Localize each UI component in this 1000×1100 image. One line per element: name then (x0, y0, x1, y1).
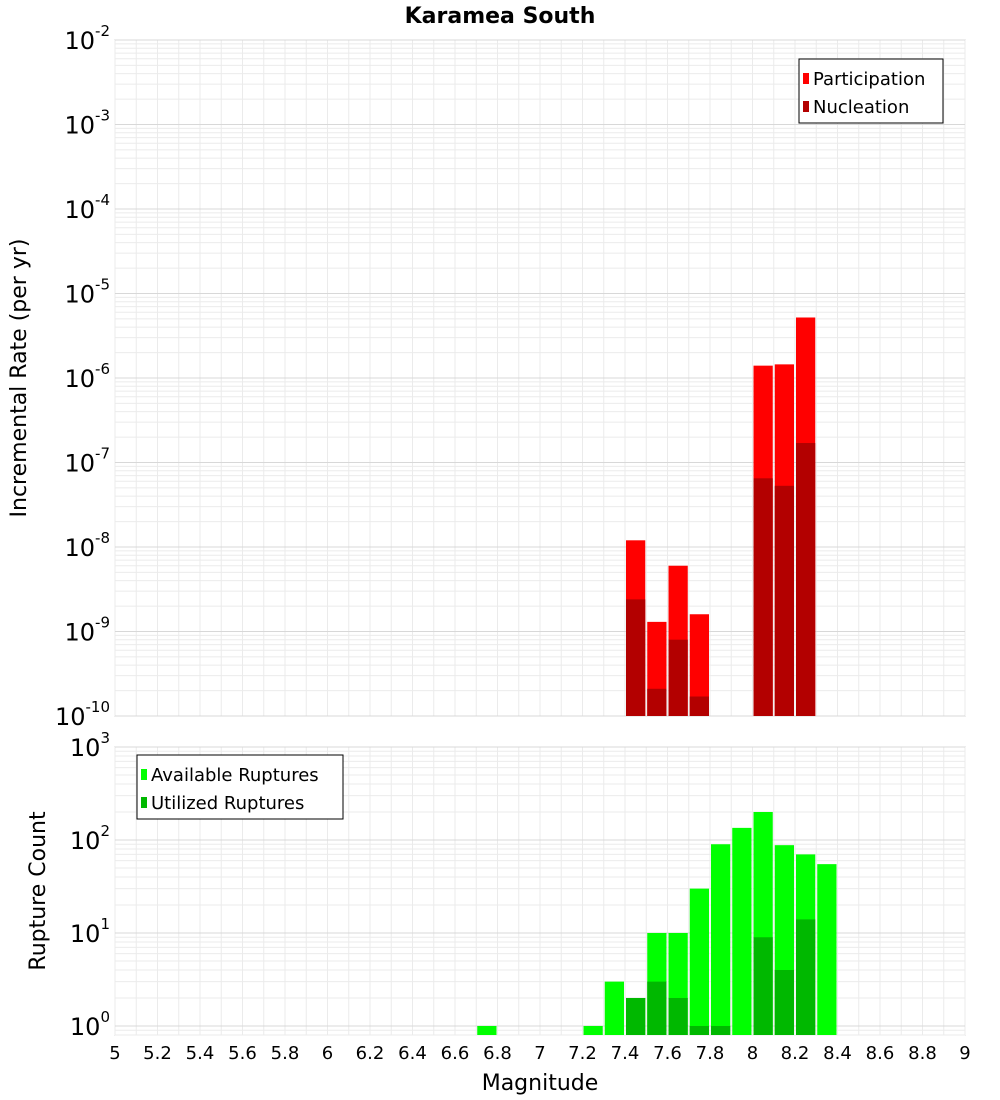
x-tick-label: 8.2 (781, 1043, 810, 1064)
x-ticks: 5 5.2 5.4 5.6 5.8 6 6.2 6.4 6.6 6.8 7 7.2 7.4 7.6 7.8 8… (109, 1043, 970, 1064)
x-tick-label: 7.2 (568, 1043, 597, 1064)
x-tick-label: 7 (534, 1043, 545, 1064)
bar-utilized-ruptures (689, 1025, 709, 1035)
y-tick-label: 100 (70, 1008, 110, 1041)
bar-available-ruptures (689, 888, 709, 1035)
bar-nucleation (774, 485, 794, 716)
legend-box (136, 754, 344, 820)
rate-y-ticks: 10-10 10-9 10-8 10-7 10-6 10-5 10-4 10-3 10-2 (55, 22, 110, 731)
x-tick-label: 6.4 (398, 1043, 427, 1064)
bar-available-ruptures (711, 844, 731, 1035)
bar-available-ruptures (817, 864, 837, 1035)
x-tick-label: 5.2 (143, 1043, 172, 1064)
bar-utilized-ruptures (796, 919, 816, 1035)
legend-box (798, 58, 944, 124)
bar-nucleation (647, 688, 667, 716)
bar-available-ruptures (732, 827, 752, 1035)
chart-title: Karamea South (405, 4, 596, 29)
x-tick-label: 6.8 (483, 1043, 512, 1064)
y-tick-label: 10-10 (55, 698, 110, 731)
bar-available-ruptures (583, 1025, 603, 1035)
count-y-axis-label: Rupture Count (26, 811, 51, 971)
legend-label: Available Ruptures (151, 765, 319, 786)
bar-utilized-ruptures (668, 997, 688, 1035)
bar-available-ruptures (604, 981, 624, 1035)
legend-swatch (141, 797, 147, 808)
x-tick-label: 6.2 (356, 1043, 385, 1064)
bar-available-ruptures (477, 1025, 497, 1035)
legend-swatch (141, 769, 147, 780)
rate-y-axis-label: Incremental Rate (per yr) (7, 239, 32, 518)
y-tick-label: 10-5 (64, 276, 110, 309)
legend-label: Nucleation (813, 97, 909, 118)
x-tick-label: 9 (959, 1043, 970, 1064)
y-tick-label: 10-4 (64, 191, 110, 224)
y-tick-label: 101 (70, 915, 110, 948)
bar-participation (689, 614, 709, 716)
bar-utilized-ruptures (753, 937, 773, 1035)
y-tick-label: 10-3 (64, 107, 110, 140)
y-tick-label: 10-8 (64, 529, 110, 562)
y-tick-label: 103 (70, 729, 110, 762)
x-tick-label: 6 (322, 1043, 333, 1064)
y-tick-label: 10-6 (64, 360, 110, 393)
x-tick-label: 6.6 (441, 1043, 470, 1064)
rate-bars (626, 317, 816, 716)
bar-nucleation (668, 639, 688, 716)
bar-nucleation (753, 478, 773, 716)
x-axis-label: Magnitude (482, 1071, 599, 1096)
count-plot: 100 101 102 103 Rupture Count Available Rup… (26, 729, 966, 1041)
bar-utilized-ruptures (774, 969, 794, 1035)
x-tick-label: 8 (747, 1043, 758, 1064)
rate-plot: 10-10 10-9 10-8 10-7 10-6 10-5 10-4 10-3 10-2 In… (7, 22, 966, 731)
y-tick-label: 102 (70, 822, 110, 855)
bar-utilized-ruptures (711, 1025, 731, 1035)
y-tick-label: 10-9 (64, 614, 110, 647)
y-tick-label: 10-7 (64, 445, 110, 478)
x-tick-label: 8.4 (823, 1043, 852, 1064)
x-tick-label: 7.8 (696, 1043, 725, 1064)
legend-label: Participation (813, 69, 925, 90)
x-tick-label: 5.6 (228, 1043, 257, 1064)
legend-swatch (803, 73, 809, 84)
bar-utilized-ruptures (626, 997, 646, 1035)
x-tick-label: 5.4 (186, 1043, 215, 1064)
x-tick-label: 8.6 (866, 1043, 895, 1064)
bar-utilized-ruptures (647, 981, 667, 1035)
legend-swatch (803, 101, 809, 112)
x-tick-label: 7.6 (653, 1043, 682, 1064)
legend-label: Utilized Ruptures (151, 793, 304, 814)
rate-legend: Participation Nucleation (798, 58, 944, 124)
bar-nucleation (689, 696, 709, 716)
x-tick-label: 7.4 (611, 1043, 640, 1064)
x-tick-label: 5 (109, 1043, 120, 1064)
count-legend: Available Ruptures Utilized Ruptures (136, 754, 344, 820)
x-tick-label: 5.8 (271, 1043, 300, 1064)
bar-nucleation (626, 599, 646, 716)
count-bars (477, 812, 837, 1035)
rate-grid (114, 39, 966, 717)
y-tick-label: 10-2 (64, 22, 110, 55)
bar-nucleation (796, 443, 816, 716)
count-y-ticks: 100 101 102 103 (70, 729, 110, 1041)
x-tick-label: 8.8 (908, 1043, 937, 1064)
